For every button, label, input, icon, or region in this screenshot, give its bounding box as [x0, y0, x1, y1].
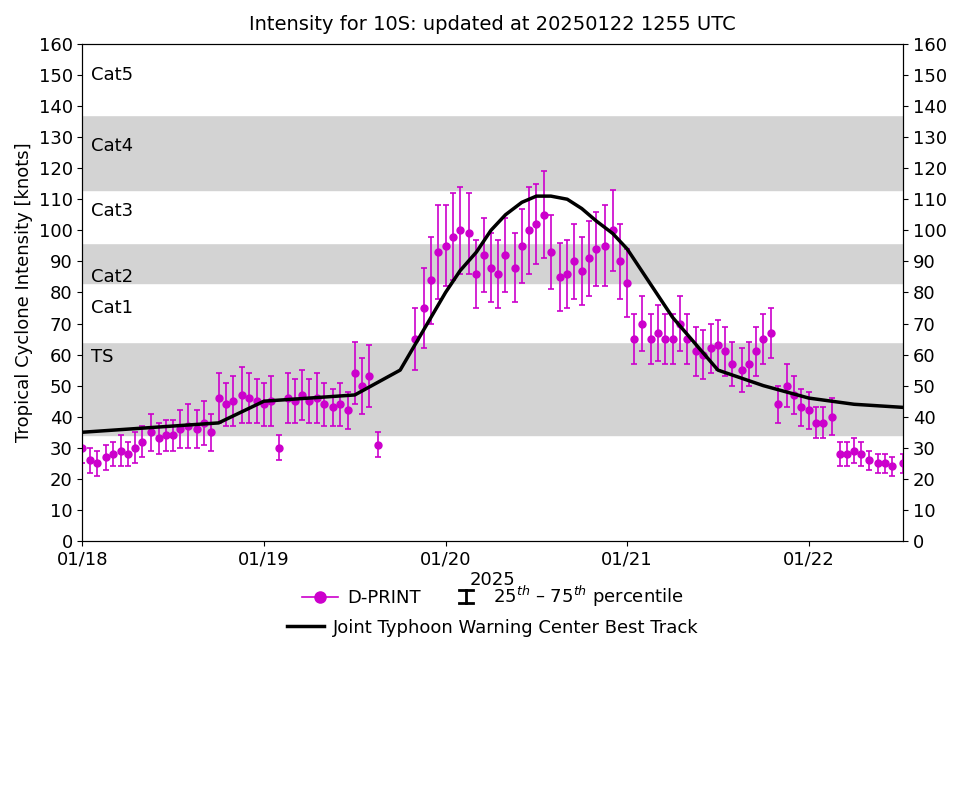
Y-axis label: Tropical Cyclone Intensity [knots]: Tropical Cyclone Intensity [knots]: [15, 143, 33, 442]
Text: Cat1: Cat1: [91, 298, 134, 316]
Text: Cat5: Cat5: [91, 66, 134, 84]
Text: Cat4: Cat4: [91, 137, 134, 155]
Bar: [83, 283, 902, 342]
Legend: Joint Typhoon Warning Center Best Track: Joint Typhoon Warning Center Best Track: [280, 612, 704, 644]
Bar: [83, 243, 902, 283]
Bar: [83, 115, 902, 190]
Bar: [83, 44, 902, 115]
Text: Cat2: Cat2: [91, 268, 134, 286]
Title: Intensity for 10S: updated at 20250122 1255 UTC: Intensity for 10S: updated at 20250122 1…: [249, 15, 735, 34]
Text: Cat3: Cat3: [91, 203, 134, 221]
X-axis label: 2025: 2025: [469, 571, 515, 590]
Bar: [83, 190, 902, 243]
Text: TS: TS: [91, 349, 113, 367]
Bar: [83, 342, 902, 436]
